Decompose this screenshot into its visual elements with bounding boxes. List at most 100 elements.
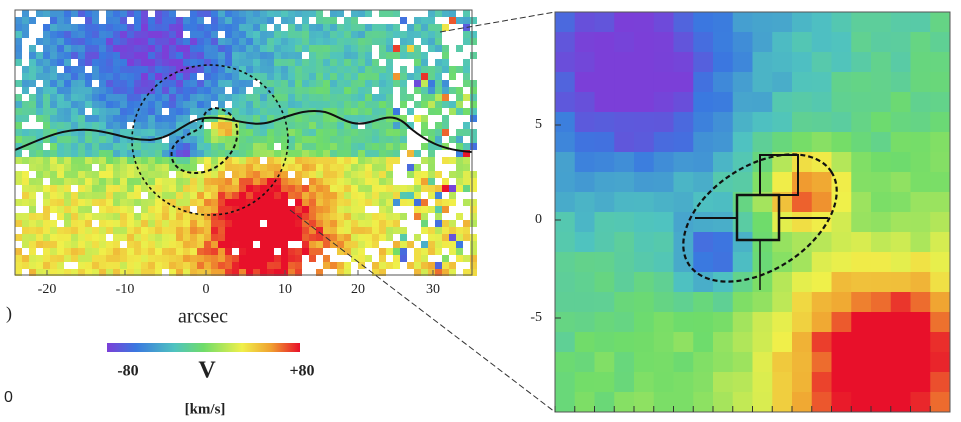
pixel <box>253 220 260 227</box>
pixel <box>239 52 246 59</box>
pixel <box>673 32 694 53</box>
pixel <box>183 66 190 73</box>
pixel <box>351 234 358 241</box>
pixel <box>57 73 64 80</box>
pixel <box>456 227 463 234</box>
pixel <box>197 185 204 192</box>
pixel <box>176 241 183 248</box>
pixel <box>232 227 239 234</box>
pixel <box>463 59 470 66</box>
pixel <box>930 72 951 93</box>
pixel <box>50 178 57 185</box>
pixel <box>372 262 379 269</box>
pixel <box>295 171 302 178</box>
pixel <box>653 352 674 373</box>
pixel <box>851 372 872 393</box>
pixel <box>372 227 379 234</box>
pixel <box>64 255 71 262</box>
pixel <box>197 66 204 73</box>
pixel <box>309 206 316 213</box>
pixel <box>183 213 190 220</box>
pixel <box>169 241 176 248</box>
pixel <box>693 152 714 173</box>
pixel <box>78 150 85 157</box>
pixel <box>330 10 337 17</box>
pixel <box>442 94 449 101</box>
pixel <box>211 108 218 115</box>
pixel <box>260 101 267 108</box>
pixel <box>274 73 281 80</box>
pixel <box>50 171 57 178</box>
pixel <box>330 178 337 185</box>
pixel <box>302 17 309 24</box>
pixel <box>365 24 372 31</box>
pixel <box>148 164 155 171</box>
pixel <box>120 87 127 94</box>
pixel <box>211 199 218 206</box>
pixel <box>428 66 435 73</box>
pixel <box>141 262 148 269</box>
pixel <box>260 122 267 129</box>
pixel <box>169 262 176 269</box>
pixel <box>316 94 323 101</box>
pixel <box>316 73 323 80</box>
pixel <box>176 178 183 185</box>
pixel <box>239 192 246 199</box>
pixel <box>57 213 64 220</box>
pixel <box>372 234 379 241</box>
x-tick-label: 30 <box>426 282 440 297</box>
pixel <box>204 269 211 276</box>
pixel <box>127 73 134 80</box>
pixel <box>29 234 36 241</box>
pixel <box>365 94 372 101</box>
pixel <box>232 150 239 157</box>
pixel <box>309 45 316 52</box>
pixel <box>281 31 288 38</box>
pixel <box>85 213 92 220</box>
pixel <box>246 192 253 199</box>
pixel <box>330 241 337 248</box>
pixel <box>267 220 274 227</box>
pixel <box>274 10 281 17</box>
pixel <box>323 157 330 164</box>
pixel <box>302 122 309 129</box>
pixel <box>246 171 253 178</box>
pixel <box>78 24 85 31</box>
pixel <box>871 152 892 173</box>
pixel <box>344 94 351 101</box>
pixel <box>71 115 78 122</box>
pixel <box>449 192 456 199</box>
pixel <box>365 185 372 192</box>
pixel <box>15 45 22 52</box>
pixel <box>372 73 379 80</box>
pixel <box>155 24 162 31</box>
pixel <box>43 101 50 108</box>
pixel <box>463 94 470 101</box>
pixel <box>99 122 106 129</box>
pixel <box>449 10 456 17</box>
pixel <box>225 122 232 129</box>
pixel <box>64 38 71 45</box>
pixel <box>141 220 148 227</box>
pixel <box>43 192 50 199</box>
pixel <box>594 372 615 393</box>
pixel <box>113 80 120 87</box>
pixel <box>246 157 253 164</box>
pixel <box>463 220 470 227</box>
pixel <box>316 17 323 24</box>
pixel <box>246 115 253 122</box>
pixel <box>673 112 694 133</box>
pixel <box>106 199 113 206</box>
pixel <box>141 101 148 108</box>
pixel <box>169 227 176 234</box>
pixel <box>449 66 456 73</box>
pixel <box>120 24 127 31</box>
pixel <box>792 172 813 193</box>
pixel <box>288 269 295 276</box>
pixel <box>351 80 358 87</box>
pixel <box>288 94 295 101</box>
pixel <box>141 269 148 276</box>
pixel <box>614 92 635 113</box>
pixel <box>594 72 615 93</box>
pixel <box>246 94 253 101</box>
